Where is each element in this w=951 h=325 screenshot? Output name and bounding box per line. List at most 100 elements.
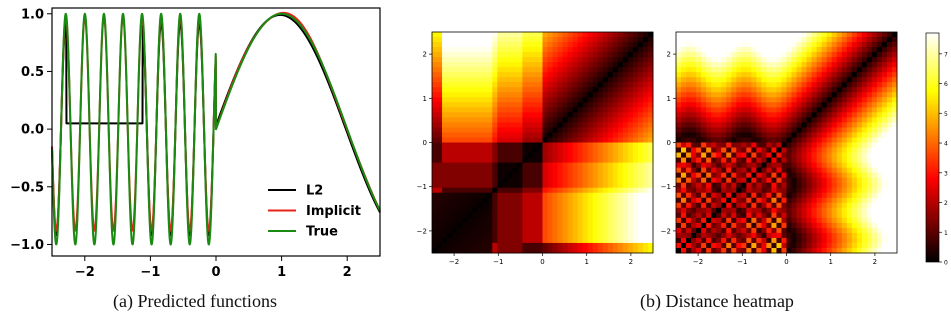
heatmap-cell xyxy=(701,237,707,244)
heatmap-cell xyxy=(691,57,697,63)
heatmap-cell xyxy=(437,102,443,108)
heatmap-cell xyxy=(447,217,453,224)
heatmap-cell xyxy=(856,117,863,123)
heatmap-cell xyxy=(437,67,443,73)
heatmap-cell xyxy=(846,227,853,234)
heatmap-cell xyxy=(562,162,569,169)
heatmap-cell xyxy=(746,67,752,73)
heatmap-cell xyxy=(462,197,468,204)
heatmap-cell xyxy=(781,107,787,113)
heatmap-cell xyxy=(452,247,458,254)
heatmap-cell xyxy=(472,122,478,128)
heatmap-cell xyxy=(597,77,604,83)
heatmap-cell xyxy=(587,72,594,78)
heatmap-cell xyxy=(602,132,609,138)
heatmap-cell xyxy=(457,212,463,219)
heatmap-cell xyxy=(442,197,448,204)
heatmap-cell xyxy=(786,232,792,239)
heatmap-cell xyxy=(766,182,772,189)
heatmap-cell xyxy=(472,42,478,48)
heatmap-cell xyxy=(786,177,792,184)
heatmap-cell xyxy=(681,62,687,68)
heatmap-cell xyxy=(811,127,818,133)
heatmap-cell xyxy=(821,47,828,53)
heatmap-cell xyxy=(562,187,569,194)
heatmap-cell xyxy=(457,167,463,174)
heatmap-cell xyxy=(736,167,742,174)
heatmap-cell xyxy=(801,137,807,143)
heatmap-cell xyxy=(532,87,538,93)
heatmap-cell xyxy=(736,117,742,123)
heatmap-cell xyxy=(597,177,604,184)
heatmap-cell xyxy=(532,67,538,73)
heatmap-cell xyxy=(876,217,883,224)
heatmap-cell xyxy=(557,117,563,123)
heatmap-cell xyxy=(676,117,682,123)
heatmap-cell xyxy=(856,187,863,194)
heatmap-cell xyxy=(791,87,797,93)
heatmap-cell xyxy=(637,32,644,38)
heatmap-cell xyxy=(432,32,438,38)
heatmap-cell xyxy=(781,42,787,48)
heatmap-cell xyxy=(572,117,579,123)
heatmap-cell xyxy=(771,82,777,88)
heatmap-cell xyxy=(861,222,868,229)
heatmap-cell xyxy=(676,207,682,214)
heatmap-cell xyxy=(711,67,717,73)
heatmap-cell xyxy=(756,117,762,123)
heatmap-cell xyxy=(836,117,843,123)
heatmap-cell xyxy=(846,187,853,194)
heatmap-cell xyxy=(477,67,483,73)
heatmap-cell xyxy=(856,152,863,158)
heatmap-cell xyxy=(836,52,843,58)
heatmap-cell xyxy=(716,232,722,239)
heatmap-cell xyxy=(836,227,843,234)
heatmap-cell xyxy=(477,237,483,244)
heatmap-cell xyxy=(781,202,787,209)
heatmap-cell xyxy=(552,182,558,189)
heatmap-cell xyxy=(856,77,863,83)
heatmap-cell xyxy=(542,127,548,133)
heatmap-cell xyxy=(597,127,604,133)
heatmap-cell xyxy=(841,152,848,158)
heatmap-cell xyxy=(836,67,843,73)
heatmap-cell xyxy=(761,127,767,133)
heatmap-cell xyxy=(786,187,792,194)
heatmap-cell xyxy=(871,82,878,88)
heatmap-cell xyxy=(442,202,448,209)
heatmap-cell xyxy=(881,157,888,163)
heatmap-cell xyxy=(676,32,682,38)
heatmap-cell xyxy=(831,227,838,234)
heatmap-cell xyxy=(592,122,599,128)
heatmap-cell xyxy=(681,157,687,163)
heatmap-cell xyxy=(492,137,498,143)
heatmap-cell xyxy=(751,102,757,108)
heatmap-cell xyxy=(552,222,558,229)
heatmap-cell xyxy=(741,222,747,229)
heatmap-cell xyxy=(437,162,443,169)
heatmap-cell xyxy=(557,102,563,108)
heatmap-cell xyxy=(622,222,629,229)
heatmap-cell xyxy=(512,67,518,73)
heatmap-cell xyxy=(577,47,584,53)
caption-distance-heatmap: (b) Distance heatmap xyxy=(640,291,794,311)
heatmap-cell xyxy=(542,32,548,38)
heatmap-cell xyxy=(637,167,644,174)
heatmap-cell xyxy=(796,247,802,254)
heatmap-cell xyxy=(582,187,589,194)
heatmap-cell xyxy=(801,182,807,189)
colorbar-tick-label: 5 xyxy=(944,111,948,118)
heatmap-cell xyxy=(587,227,594,234)
heatmap-cell xyxy=(457,182,463,189)
heatmap-cell xyxy=(552,117,558,123)
heatmap-cell xyxy=(791,92,797,98)
heatmap-cell xyxy=(726,162,732,169)
heatmap-cell xyxy=(886,42,893,48)
heatmap-cell xyxy=(432,187,438,194)
heatmap-cell xyxy=(517,157,523,163)
heatmap-cell xyxy=(891,87,898,93)
heatmap-cell xyxy=(756,247,762,254)
heatmap-cell xyxy=(736,52,742,58)
heatmap-cell xyxy=(557,192,563,199)
heatmap-cell xyxy=(741,127,747,133)
